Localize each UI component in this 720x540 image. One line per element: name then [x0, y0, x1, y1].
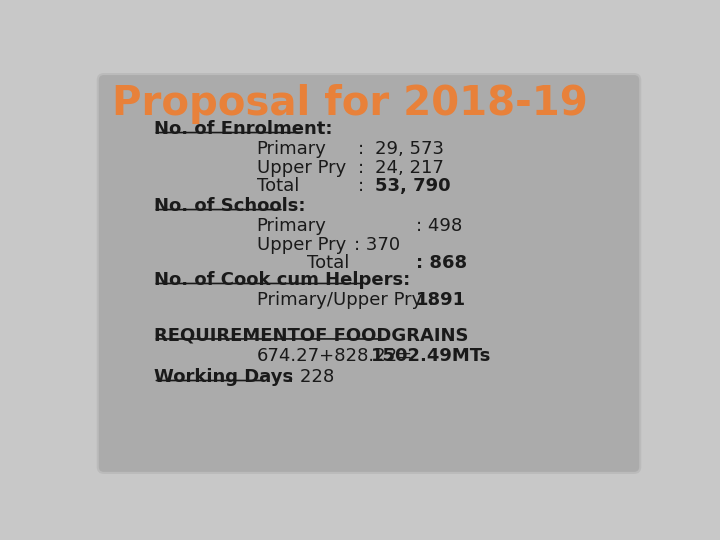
- Text: Upper Pry: Upper Pry: [256, 159, 346, 177]
- FancyBboxPatch shape: [98, 74, 640, 473]
- Text: Primary: Primary: [256, 217, 326, 235]
- Text: REQUIREMENTOF FOODGRAINS: REQUIREMENTOF FOODGRAINS: [153, 327, 468, 345]
- Text: Proposal for 2018-19: Proposal for 2018-19: [112, 84, 588, 124]
- Text: Total: Total: [256, 177, 299, 195]
- Text: Upper Pry: Upper Pry: [256, 236, 346, 254]
- Text: :: :: [357, 177, 364, 195]
- Text: : 498: : 498: [415, 217, 462, 235]
- Text: : 370: : 370: [354, 236, 400, 254]
- Text: :: :: [357, 159, 364, 177]
- Text: Working Days: Working Days: [153, 368, 292, 386]
- Text: No. of Enrolment:: No. of Enrolment:: [153, 120, 332, 138]
- Text: 53, 790: 53, 790: [375, 177, 451, 195]
- Text: 1891: 1891: [415, 291, 466, 309]
- Text: : 228: : 228: [287, 368, 334, 386]
- Text: :: :: [357, 140, 364, 158]
- Text: : 868: : 868: [415, 254, 467, 272]
- Text: Primary: Primary: [256, 140, 326, 158]
- Text: Total: Total: [307, 254, 349, 272]
- Text: No. of Schools:: No. of Schools:: [153, 197, 305, 215]
- Text: 29, 573: 29, 573: [375, 140, 444, 158]
- Text: 674.27+828.22=: 674.27+828.22=: [256, 347, 413, 364]
- Text: 24, 217: 24, 217: [375, 159, 444, 177]
- Text: Primary/Upper Pry :: Primary/Upper Pry :: [256, 291, 439, 309]
- Text: 1502.49MTs: 1502.49MTs: [372, 347, 492, 364]
- Text: No. of Cook cum Helpers:: No. of Cook cum Helpers:: [153, 271, 410, 289]
